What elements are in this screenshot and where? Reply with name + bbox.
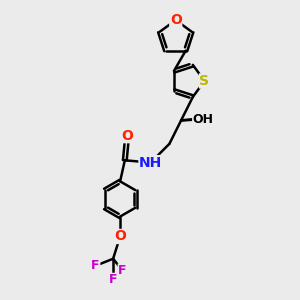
Text: F: F <box>118 264 127 277</box>
Text: H: H <box>200 112 210 124</box>
Text: OH: OH <box>193 113 214 126</box>
Text: F: F <box>91 259 100 272</box>
Text: OH: OH <box>193 112 214 124</box>
Text: S: S <box>200 74 209 88</box>
Text: O: O <box>121 129 133 143</box>
Text: NH: NH <box>139 156 162 170</box>
Text: O: O <box>114 230 126 244</box>
Text: F: F <box>109 273 117 286</box>
Text: O: O <box>170 13 182 27</box>
